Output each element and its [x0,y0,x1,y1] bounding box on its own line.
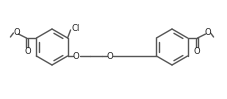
Text: O: O [73,51,79,60]
Text: O: O [193,47,200,56]
Text: O: O [24,47,31,56]
Text: Cl: Cl [72,23,80,32]
Text: O: O [107,51,114,60]
Text: O: O [13,28,20,37]
Text: O: O [204,28,211,37]
